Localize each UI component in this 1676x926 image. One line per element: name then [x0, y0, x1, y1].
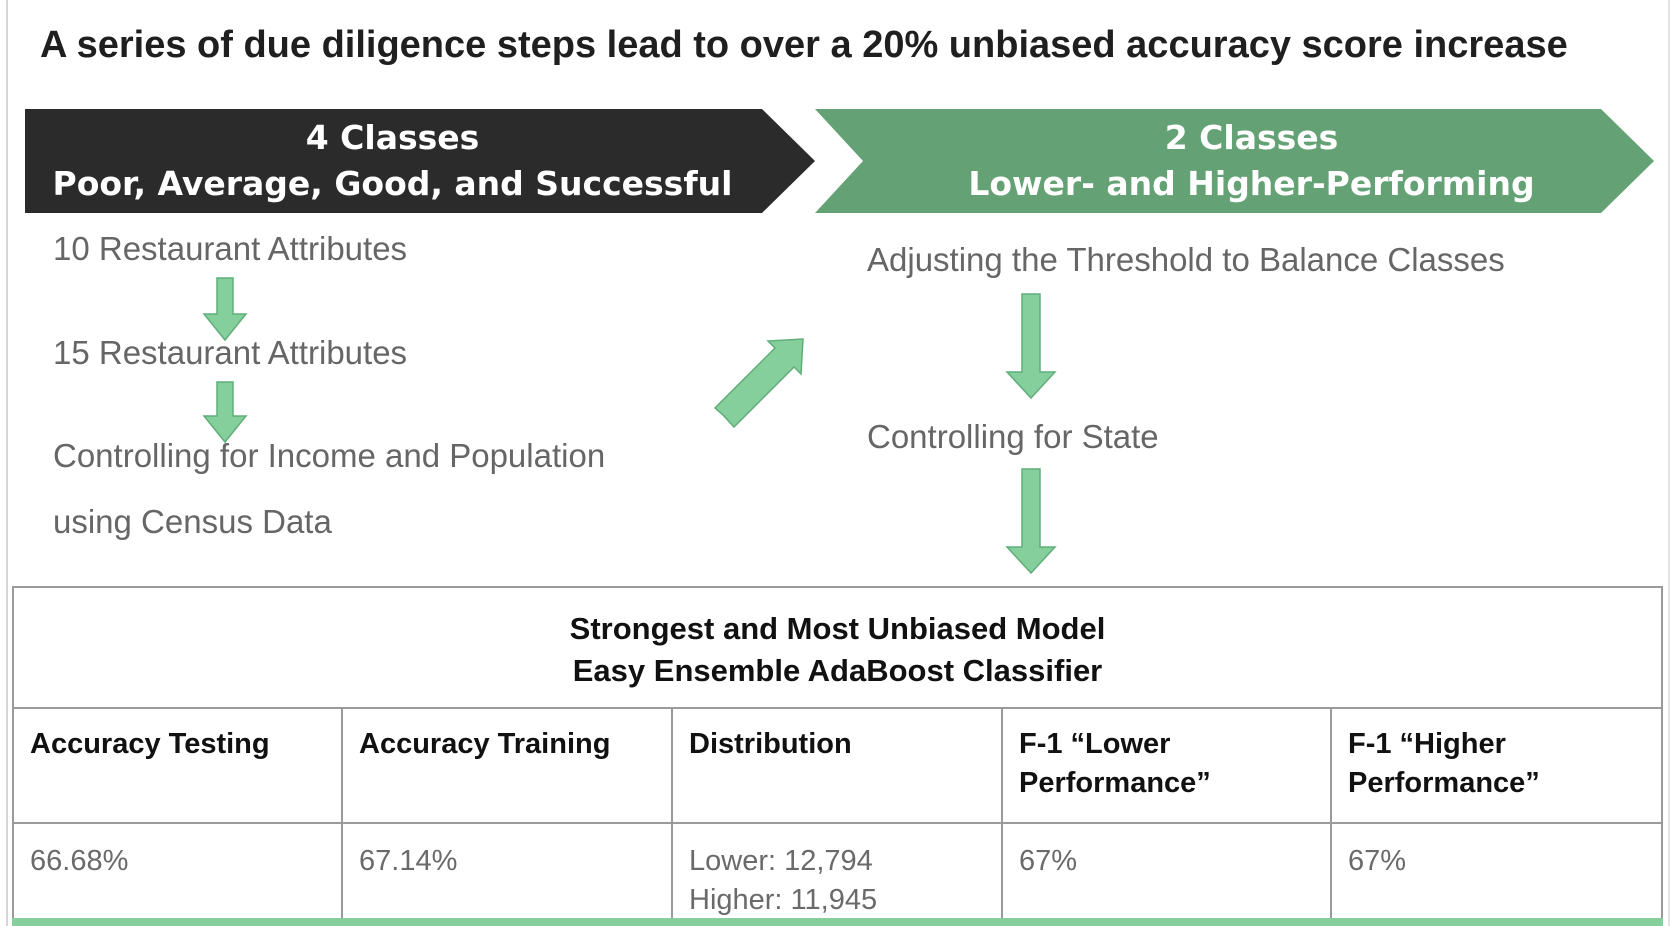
column-header-f1-lower: F-1 “Lower Performance” — [1003, 709, 1332, 824]
column-header-accuracy-training: Accuracy Training — [343, 709, 673, 824]
page-title: A series of due diligence steps lead to … — [40, 24, 1568, 66]
results-heading: Strongest and Most Unbiased Model Easy E… — [14, 588, 1661, 709]
results-grid: Accuracy Testing Accuracy Training Distr… — [14, 709, 1661, 926]
two-classes-banner-title: 2 Classes — [1164, 118, 1339, 157]
value-distribution-lower: Lower: 12,794 — [689, 845, 873, 877]
two-classes-banner: 2 Classes Lower- and Higher-Performing — [815, 109, 1654, 213]
slide-frame — [6, 0, 1670, 926]
value-f1-higher-text: 67% — [1348, 845, 1407, 877]
results-heading-line1: Strongest and Most Unbiased Model — [569, 611, 1106, 646]
value-accuracy-training-text: 67.14% — [359, 845, 458, 877]
results-heading-line2: Easy Ensemble AdaBoost Classifier — [572, 653, 1103, 688]
four-classes-banner-subtitle: Poor, Average, Good, and Successful — [52, 164, 733, 203]
two-classes-banner-subtitle: Lower- and Higher-Performing — [968, 164, 1535, 203]
column-header-f1-higher: F-1 “Higher Performance” — [1332, 709, 1661, 824]
column-header-distribution: Distribution — [673, 709, 1003, 824]
value-accuracy-testing-text: 66.68% — [30, 845, 129, 877]
step-adjusting-threshold: Adjusting the Threshold to Balance Class… — [867, 241, 1505, 278]
value-f1-lower-text: 67% — [1019, 845, 1078, 877]
step-controlling-state: Controlling for State — [867, 418, 1159, 455]
step-15-attributes: 15 Restaurant Attributes — [53, 334, 408, 371]
step-controlling-income-population: Controlling for Income and Population — [53, 437, 606, 474]
four-classes-banner: 4 Classes Poor, Average, Good, and Succe… — [25, 109, 815, 213]
value-accuracy-training: 67.14% — [343, 824, 673, 926]
arrow-icon — [1005, 468, 1057, 575]
arrow-icon — [1005, 293, 1057, 400]
column-header-accuracy-testing: Accuracy Testing — [14, 709, 343, 824]
value-accuracy-testing: 66.68% — [14, 824, 343, 926]
step-10-attributes: 10 Restaurant Attributes — [53, 230, 408, 267]
four-classes-banner-title: 4 Classes — [305, 118, 480, 157]
value-distribution-higher: Higher: 11,945 — [689, 884, 878, 916]
step-census-data: using Census Data — [53, 503, 332, 540]
arrow-icon — [202, 381, 248, 444]
value-f1-higher: 67% — [1332, 824, 1661, 926]
arrow-icon — [713, 338, 804, 429]
bottom-accent-bar — [12, 918, 1663, 926]
results-table: Strongest and Most Unbiased Model Easy E… — [12, 586, 1663, 926]
value-distribution: Lower: 12,794 Higher: 11,945 — [673, 824, 1003, 926]
arrow-icon — [202, 277, 248, 342]
value-f1-lower: 67% — [1003, 824, 1332, 926]
